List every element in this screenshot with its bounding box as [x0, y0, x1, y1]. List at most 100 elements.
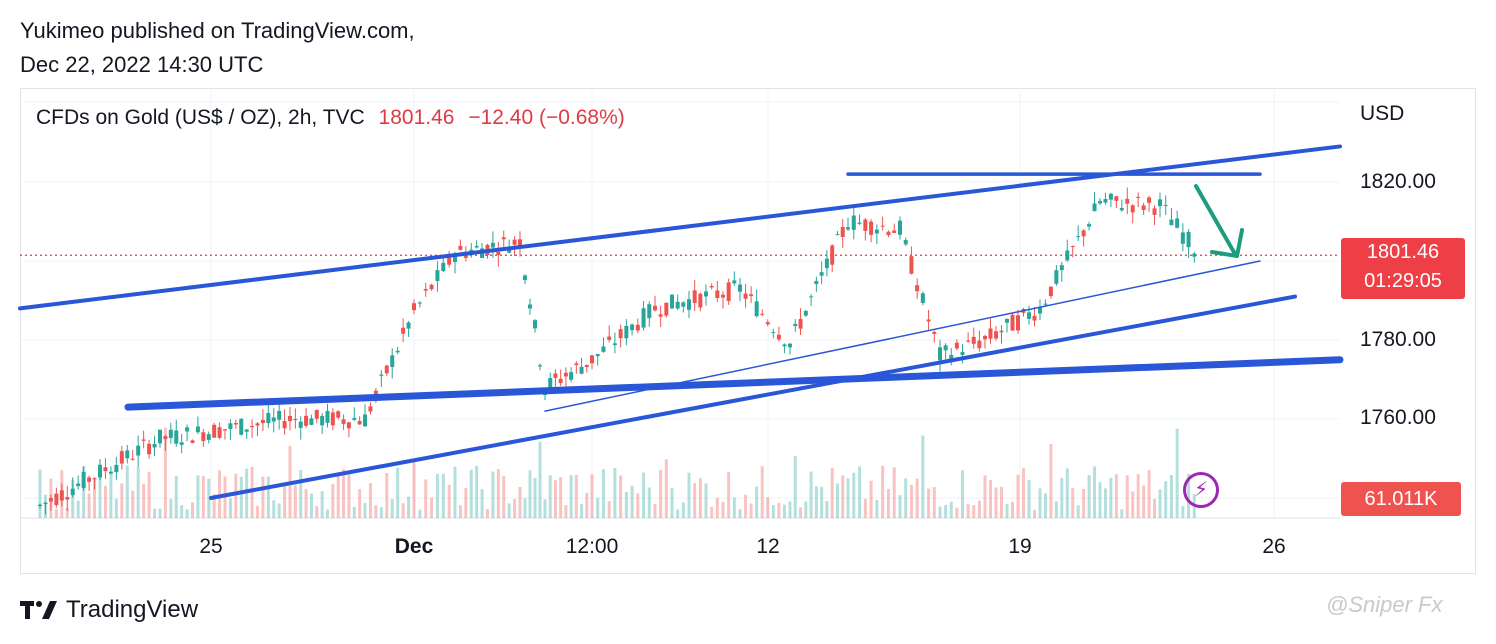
volume-bar: [142, 483, 146, 518]
candle-body: [915, 285, 920, 292]
candle-body: [379, 374, 384, 376]
candle-body: [765, 322, 770, 325]
volume-bar: [458, 505, 462, 518]
chart-frame[interactable]: [20, 88, 1476, 574]
candle-body: [98, 464, 102, 478]
candle-body: [114, 464, 119, 473]
last-price-value: 1801.46: [1366, 241, 1440, 263]
candle-body: [612, 343, 617, 345]
volume-bar: [54, 509, 58, 518]
channel-bottom-line: [209, 294, 1297, 500]
volume-bar: [507, 503, 511, 518]
candle-body: [330, 412, 335, 426]
volume-bar: [710, 506, 714, 518]
candle-body: [217, 427, 222, 438]
volume-bar: [835, 483, 839, 518]
candle-body: [715, 290, 720, 298]
candle-body: [228, 423, 233, 430]
projection-arrow-head: [1210, 228, 1244, 258]
candle-body: [782, 344, 787, 347]
candle-body: [346, 422, 351, 429]
volume-bar: [480, 489, 484, 518]
candle-body: [721, 294, 725, 298]
volume-bar: [523, 498, 527, 518]
candle-body: [441, 262, 446, 272]
volume-bar: [464, 488, 468, 518]
volume-bar: [125, 465, 129, 518]
volume-bar: [153, 508, 157, 518]
volume-bar: [1093, 466, 1097, 518]
volume-bar: [966, 504, 970, 518]
volume-bar: [777, 502, 781, 518]
volume-bar: [385, 473, 389, 518]
candle-body: [846, 227, 850, 230]
candle-body: [336, 411, 341, 418]
volume-bar: [109, 472, 113, 518]
candle-body: [179, 442, 184, 445]
candle-body: [92, 478, 97, 480]
candle-body: [453, 256, 457, 262]
volume-bar: [1022, 468, 1025, 518]
volume-bar: [793, 455, 797, 518]
volume-bar: [1120, 509, 1124, 518]
volume-bar: [580, 503, 584, 518]
candle-body: [223, 429, 227, 431]
publish-date: Dec 22, 2022 14:30 UTC: [20, 52, 264, 77]
candle-body: [971, 336, 976, 344]
candle-body: [803, 310, 808, 316]
volume-bar: [744, 494, 748, 518]
volume-bar: [390, 499, 394, 518]
candle-body: [250, 425, 255, 428]
candle-body: [174, 430, 179, 444]
candle-body: [293, 418, 298, 421]
candle-body: [1087, 224, 1092, 227]
candle-body: [601, 346, 606, 352]
candle-body: [938, 347, 942, 361]
candle-body: [147, 443, 152, 455]
bar-countdown: 01:29:05: [1364, 270, 1442, 292]
candle-body: [880, 225, 885, 227]
volume-bar: [944, 505, 948, 518]
volume-bar: [71, 479, 75, 518]
candle-body: [869, 221, 874, 235]
volume-bar: [331, 483, 335, 518]
candle-body: [874, 229, 879, 234]
volume-bar: [228, 498, 232, 518]
candle-body: [54, 493, 59, 506]
candle-body: [1048, 286, 1053, 297]
projection-arrow-shaft: [1194, 184, 1237, 256]
volume-bar: [131, 490, 135, 518]
volume-bar: [760, 466, 764, 518]
candle-body: [788, 343, 792, 348]
volume-bar: [528, 470, 532, 518]
candle-body: [584, 364, 589, 368]
volume-bar: [863, 498, 867, 518]
candle-body: [658, 314, 663, 317]
candle-body: [994, 331, 998, 339]
candle-body: [288, 415, 292, 422]
volume-bar: [1103, 488, 1107, 518]
support-thick-line: [124, 356, 1344, 411]
lightning-bolt-icon[interactable]: ⚡: [1183, 472, 1219, 508]
candle-body: [886, 231, 891, 236]
last-price-badge: 1801.46 01:29:05: [1341, 238, 1465, 299]
volume-bar: [358, 489, 362, 518]
volume-bar: [441, 473, 445, 518]
candle-body: [168, 429, 173, 438]
candle-body: [320, 415, 325, 426]
candle-body: [553, 373, 558, 378]
tradingview-brand[interactable]: TradingView: [20, 596, 198, 624]
candle-body: [363, 414, 367, 427]
volume-bar: [909, 484, 913, 518]
volume-bar: [283, 483, 287, 518]
tradingview-logo-icon: [20, 601, 57, 619]
candle-body: [1010, 314, 1015, 331]
volume-bar: [898, 495, 902, 518]
volume-bar: [491, 471, 495, 518]
volume-bar: [664, 459, 668, 518]
candle-body: [108, 471, 113, 474]
volume-bar: [738, 509, 742, 518]
x-tick-19: 19: [1008, 535, 1032, 558]
candle-body: [1152, 208, 1157, 215]
